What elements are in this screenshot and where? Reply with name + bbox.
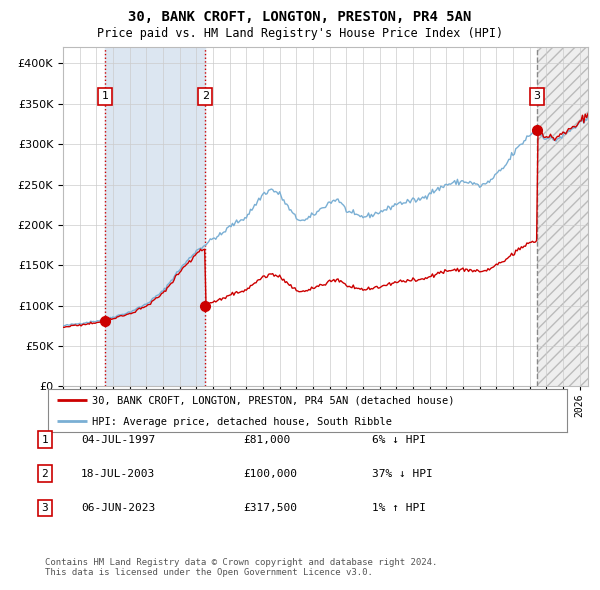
Text: Contains HM Land Registry data © Crown copyright and database right 2024.
This d: Contains HM Land Registry data © Crown c… (45, 558, 437, 577)
Text: 1: 1 (41, 435, 49, 444)
Text: 3: 3 (533, 91, 541, 101)
Text: £100,000: £100,000 (243, 469, 297, 478)
Text: 2: 2 (202, 91, 209, 101)
Text: 6% ↓ HPI: 6% ↓ HPI (372, 435, 426, 444)
Text: 30, BANK CROFT, LONGTON, PRESTON, PR4 5AN: 30, BANK CROFT, LONGTON, PRESTON, PR4 5A… (128, 10, 472, 24)
Text: 1% ↑ HPI: 1% ↑ HPI (372, 503, 426, 513)
Text: HPI: Average price, detached house, South Ribble: HPI: Average price, detached house, Sout… (92, 417, 392, 427)
Text: 1: 1 (101, 91, 109, 101)
Text: Price paid vs. HM Land Registry's House Price Index (HPI): Price paid vs. HM Land Registry's House … (97, 27, 503, 40)
Text: 37% ↓ HPI: 37% ↓ HPI (372, 469, 433, 478)
Bar (105, 47, 205, 386)
Text: £81,000: £81,000 (243, 435, 290, 444)
Text: 2: 2 (41, 469, 49, 478)
Text: 06-JUN-2023: 06-JUN-2023 (81, 503, 155, 513)
Text: 3: 3 (41, 503, 49, 513)
Text: 18-JUL-2003: 18-JUL-2003 (81, 469, 155, 478)
Bar (537, 47, 588, 386)
Text: 04-JUL-1997: 04-JUL-1997 (81, 435, 155, 444)
Text: £317,500: £317,500 (243, 503, 297, 513)
Text: 30, BANK CROFT, LONGTON, PRESTON, PR4 5AN (detached house): 30, BANK CROFT, LONGTON, PRESTON, PR4 5A… (92, 395, 455, 405)
